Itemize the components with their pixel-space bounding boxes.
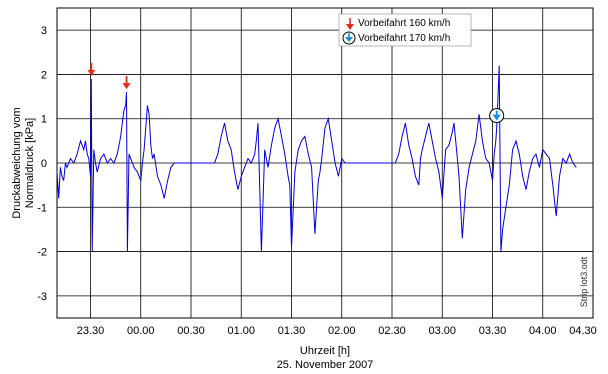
x-axis-subtitle-date: 25. November 2007 [277, 359, 374, 371]
x-tick-label: 23.30 [77, 325, 105, 337]
legend-circled-blue-arrow-icon [342, 31, 356, 45]
legend-label-160: Vorbeifahrt 160 km/h [358, 18, 450, 29]
x-tick-labels: 23.30 00.00 00.30 01.00 01.30 02.00 02.30 03.00… [77, 325, 597, 337]
y-tick-label: 3 [41, 25, 47, 37]
x-tick-label: 00.00 [127, 325, 155, 337]
x-tick-label: 03.30 [479, 325, 507, 337]
x-tick-label: 04.00 [529, 325, 557, 337]
x-tick-label: 01.00 [227, 325, 255, 337]
x-axis-title: Uhrzeit [h] [300, 345, 350, 357]
legend: Vorbeifahrt 160 km/h Vorbeifahrt 170 km/… [338, 13, 472, 47]
red-arrow-marker-icon [87, 62, 96, 76]
legend-box [338, 13, 472, 47]
red-arrow-marker-icon [122, 76, 131, 90]
y-tick-label: -2 [37, 247, 47, 259]
annotation-markers [87, 62, 505, 124]
x-tick-label: 01.30 [278, 325, 306, 337]
y-axis-title-line2: Normaldruck [kPa] [24, 118, 36, 208]
y-tick-label: -1 [37, 202, 47, 214]
circled-blue-arrow-marker-icon [489, 108, 505, 124]
plot-frame [56, 7, 594, 319]
y-tick-labels: -3 -2 -1 0 1 2 3 [37, 25, 47, 303]
grid-lines [57, 8, 593, 318]
y-tick-label: -3 [37, 291, 47, 303]
x-tick-label: 03.00 [428, 325, 456, 337]
x-tick-label: 00.30 [177, 325, 205, 337]
legend-red-arrow-icon [346, 18, 354, 30]
y-axis-title-line1: Druckabweichung vom [11, 107, 23, 218]
file-watermark: Strip lot3.odt [579, 256, 589, 307]
series-line [56, 65, 577, 252]
x-tick-label: 04.30 [569, 325, 597, 337]
x-tick-label: 02.00 [328, 325, 356, 337]
legend-label-170: Vorbeifahrt 170 km/h [358, 33, 450, 44]
y-tick-label: 1 [41, 114, 47, 126]
x-tick-label: 02.30 [378, 325, 406, 337]
y-tick-label: 2 [41, 69, 47, 81]
y-tick-label: 0 [41, 158, 47, 170]
